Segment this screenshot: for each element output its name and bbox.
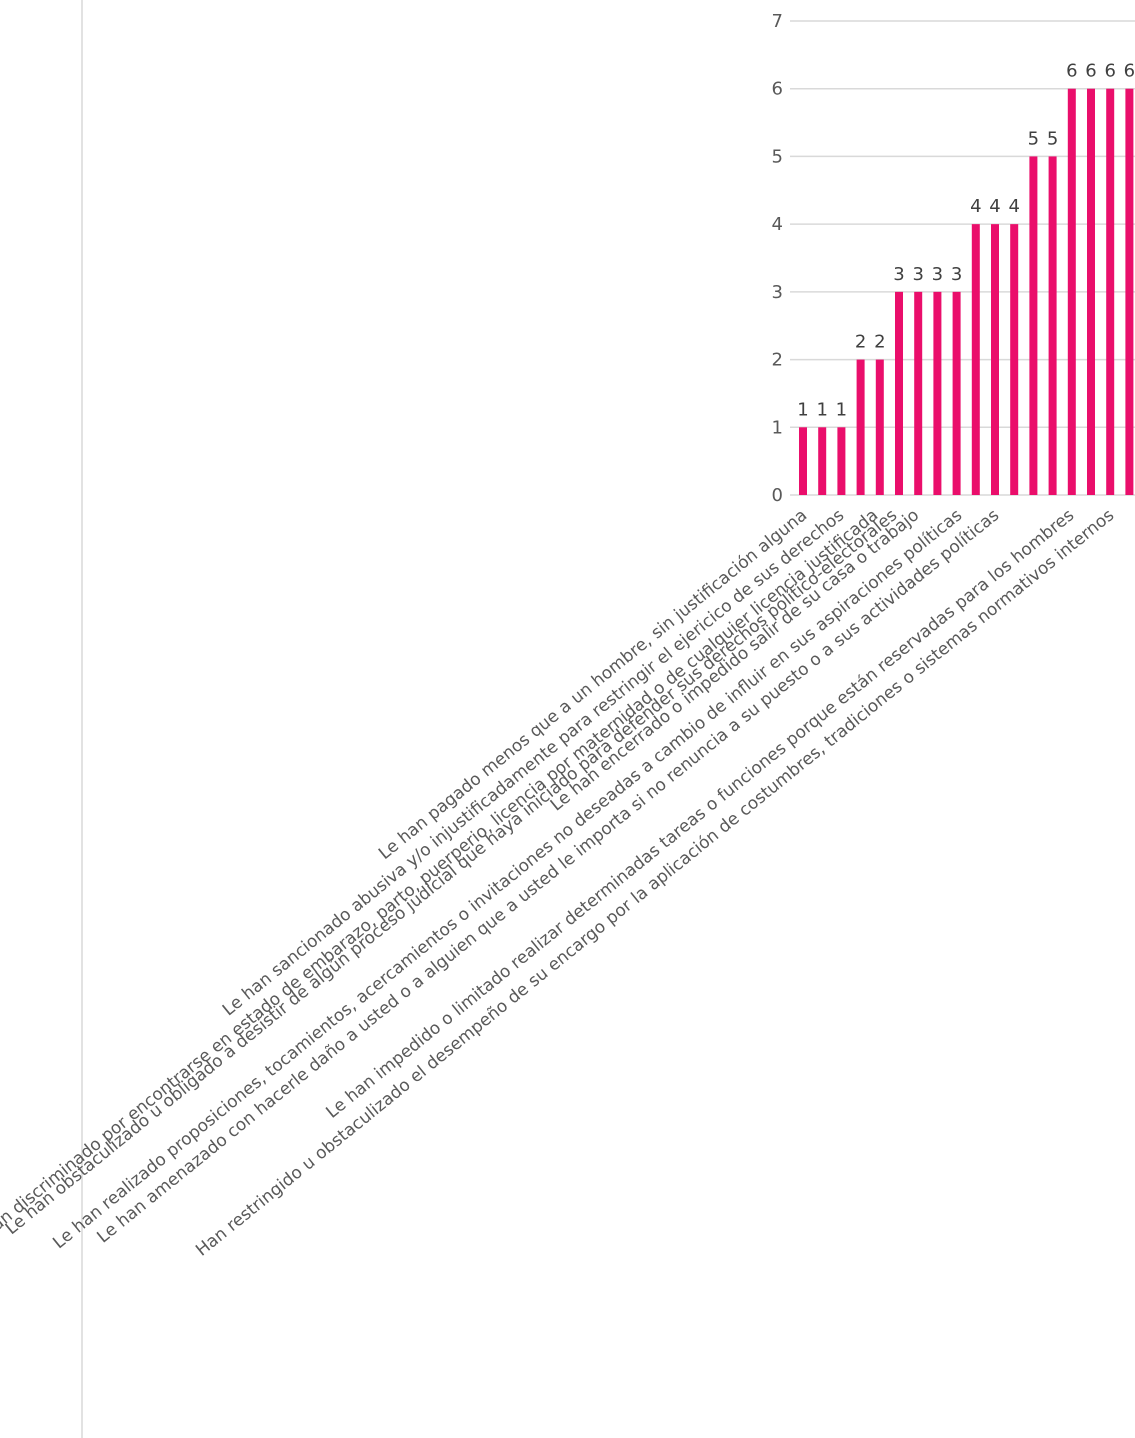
data-label: 6: [1085, 61, 1096, 82]
bar: [952, 291, 961, 495]
data-label: 3: [951, 264, 962, 285]
data-label: 5: [1047, 128, 1058, 149]
bar: [799, 427, 807, 495]
data-label: 6: [1124, 61, 1135, 82]
data-label: 4: [989, 196, 1000, 217]
data-labels: 1 1 12 23 3 3 34 4 45 56 6 6 6: [797, 61, 1135, 421]
data-label: 1: [797, 399, 808, 420]
data-label: 4: [970, 196, 981, 217]
y-tick-label: 5: [772, 146, 783, 167]
data-label: 1: [836, 399, 847, 420]
data-label: 6: [1066, 61, 1077, 82]
bar: [1106, 88, 1115, 495]
y-tick-label: 1: [772, 417, 783, 438]
data-label: 2: [855, 332, 866, 353]
bar: [914, 291, 923, 495]
data-label: 4: [1008, 196, 1019, 217]
bar: [991, 224, 999, 495]
y-tick-label: 2: [772, 350, 783, 371]
bar: [837, 427, 846, 495]
category-label: Le han amenazado con hacerle daño a uste…: [93, 505, 1003, 1247]
y-tick-labels: 0 1 2 3 4 5 6 7: [772, 11, 783, 506]
data-label: 5: [1028, 128, 1039, 149]
data-label: 3: [893, 264, 904, 285]
category-label: Le han encerrado o impedido salir de su …: [547, 505, 923, 815]
bar: [856, 359, 865, 495]
bar: [818, 427, 827, 495]
bar: [1087, 88, 1095, 495]
bar: [1125, 88, 1134, 495]
y-tick-label: 7: [772, 11, 783, 32]
data-label: 6: [1104, 61, 1115, 82]
gridlines: [790, 20, 1135, 496]
category-label: Le han realizado proposiciones, tocamien…: [49, 505, 966, 1253]
data-label: 1: [816, 399, 827, 420]
y-tick-label: 6: [772, 79, 783, 100]
category-label: Han restringido u obstaculizado el desem…: [192, 505, 1118, 1260]
bar: [1010, 224, 1019, 495]
y-tick-label: 4: [772, 214, 783, 235]
bar: [895, 291, 903, 495]
category-label: Le han obstaculizado u obligado a desist…: [2, 505, 901, 1239]
y-tick-label: 3: [772, 282, 783, 303]
data-label: 3: [912, 264, 923, 285]
bar: [933, 291, 942, 495]
bar: [1067, 88, 1076, 495]
bar: [971, 224, 980, 495]
bars: [799, 88, 1134, 495]
bar: [875, 359, 884, 495]
category-labels: Le han discriminado por encontrarse en e…: [0, 505, 1118, 1260]
data-label: 3: [932, 264, 943, 285]
data-label: 2: [874, 332, 885, 353]
bar: [1048, 156, 1057, 495]
y-tick-label: 0: [772, 485, 783, 506]
bar: [1029, 156, 1038, 495]
